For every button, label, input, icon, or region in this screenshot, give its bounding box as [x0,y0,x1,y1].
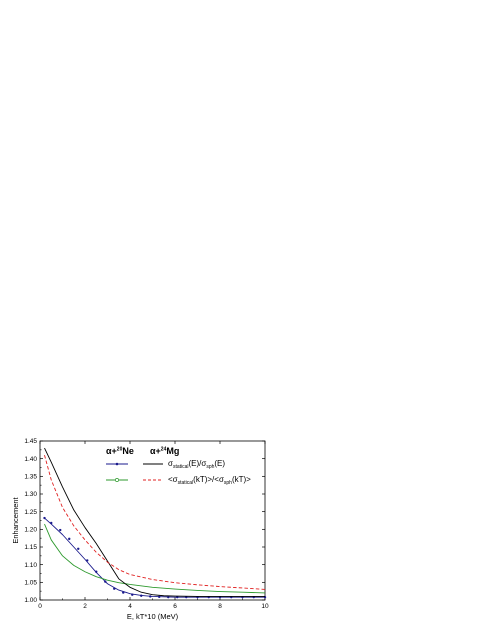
data-point-ne_energy [104,580,107,583]
data-point-ne_energy [140,594,143,597]
y-tick-label: 1.10 [24,562,37,569]
x-tick-label: 8 [218,603,222,610]
y-tick-label: 1.40 [24,456,37,463]
data-point-ne_energy [68,537,71,541]
series-line-mg_thermal [44,455,266,590]
y-tick-label: 1.15 [24,544,37,551]
data-point-ne_energy [113,587,116,590]
y-tick-label: 1.25 [24,509,37,516]
series-line-mg_energy [44,447,265,597]
y-tick-label: 1.05 [24,580,37,587]
legend-head-mg: α+24Mg [150,446,179,456]
x-tick-label: 10 [261,603,269,610]
x-axis-label-symbol: E [127,612,132,621]
data-point-ne_energy [43,516,46,520]
series-line-ne_energy [44,517,265,598]
x-tick-label: 4 [128,603,132,610]
x-axis-label-rest: , kT*10 (MeV) [132,612,179,621]
data-point-ne_energy [86,559,89,562]
data-point-ne_energy [50,521,53,525]
series-line-ne_thermal [44,523,266,594]
legend-marker-ne-energy [115,462,119,466]
legend-label-energy: σstatical(E)/σsph(E) [168,459,225,470]
legend: α+20Ne α+24Mg σstatical(E)/σsph(E) <σsta… [106,446,251,486]
data-point-ne_energy [59,528,62,532]
data-point-ne_energy [149,595,152,598]
data-point-ne_energy [77,547,80,550]
x-axis-label: E, kT*10 (MeV) [127,612,179,621]
plot-frame [39,440,266,601]
axis-ticks: 0 2 4 6 8 10 1.00 1.05 1.10 1.15 1.20 1.25 1.30 1.35 1… [24,438,269,610]
data-point-ne_energy [95,570,98,573]
x-tick-label: 0 [38,603,42,610]
legend-head-ne: α+20Ne [106,446,134,456]
series-group [43,447,267,599]
x-tick-label: 6 [173,603,177,610]
y-tick-label: 1.00 [24,597,37,604]
data-point-ne_energy [158,595,161,599]
plot-area [39,440,266,601]
y-axis-label: Enhancement [11,496,20,543]
legend-label-thermal: <σstatical(kT)>/<σsph(kT)> [168,475,251,486]
y-tick-label: 1.35 [24,474,37,481]
y-tick-label: 1.30 [24,491,37,498]
x-tick-label: 2 [83,603,87,610]
y-tick-label: 1.20 [24,527,37,534]
data-point-ne_energy [131,593,134,596]
y-tick-label: 1.45 [24,438,37,445]
legend-marker-ne-thermal [115,478,119,482]
data-point-ne_energy [167,595,170,599]
data-point-ne_energy [122,591,125,594]
